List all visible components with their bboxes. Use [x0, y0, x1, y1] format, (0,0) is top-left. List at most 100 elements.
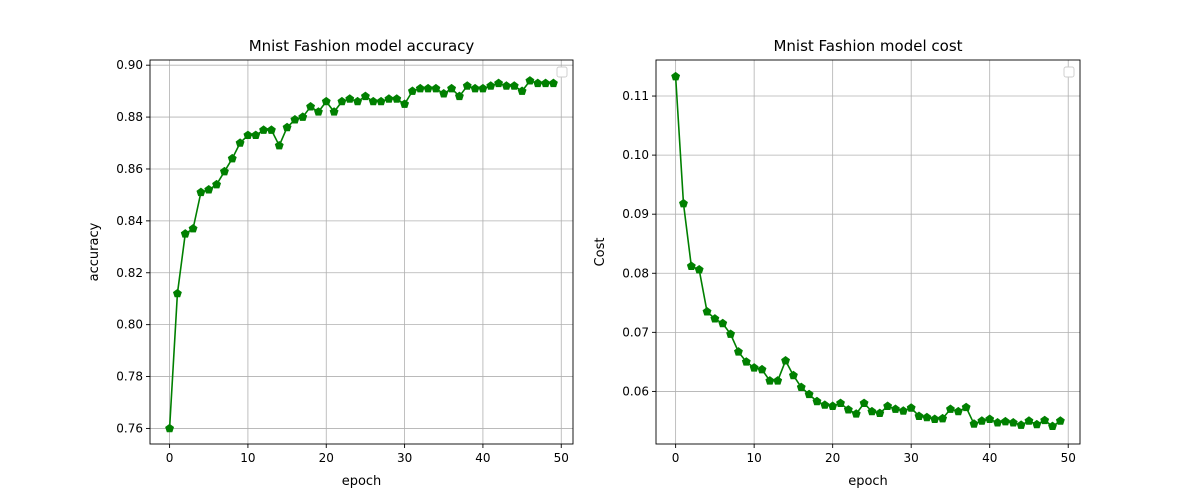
- data-point: [509, 81, 519, 90]
- data-point: [431, 83, 441, 93]
- data-point: [517, 86, 527, 95]
- data-point: [867, 406, 877, 416]
- data-point: [1016, 420, 1026, 429]
- data-point: [828, 401, 838, 410]
- data-point: [180, 229, 190, 238]
- data-point: [337, 96, 347, 106]
- x-tick-label: 20: [825, 451, 840, 465]
- x-tick-label: 50: [554, 451, 569, 465]
- y-tick-label: 0.86: [116, 162, 143, 176]
- y-tick-label: 0.11: [622, 89, 649, 103]
- y-tick-label: 0.07: [622, 325, 649, 339]
- data-point: [883, 401, 893, 410]
- data-point: [384, 94, 394, 103]
- accuracy-chart: 0 10 20 30 40 50 0.76 0.78 0.80 0.82 0.84 0.86 0.88 0…: [87, 37, 574, 489]
- data-point: [812, 396, 822, 406]
- y-tick-label: 0.10: [622, 148, 649, 162]
- data-point: [796, 382, 806, 392]
- data-point: [219, 166, 229, 176]
- data-point: [804, 389, 814, 399]
- data-point: [274, 140, 284, 150]
- data-point: [726, 329, 736, 338]
- data-point: [702, 306, 712, 316]
- legend: [556, 66, 568, 78]
- series-line: [674, 76, 1061, 428]
- y-tick-label: 0.88: [116, 110, 143, 124]
- data-point: [462, 81, 472, 90]
- data-point: [306, 102, 316, 111]
- data-point: [788, 370, 798, 380]
- y-tick-label: 0.09: [622, 207, 649, 221]
- data-point: [914, 411, 924, 421]
- data-point: [741, 357, 751, 366]
- data-point: [266, 125, 276, 134]
- data-point: [781, 356, 791, 365]
- x-axis-label: epoch: [848, 474, 888, 489]
- data-point: [533, 78, 543, 88]
- data-point: [439, 89, 449, 98]
- x-tick-label: 20: [319, 451, 334, 465]
- data-point: [494, 78, 504, 88]
- data-point: [196, 187, 206, 197]
- y-tick-label: 0.82: [116, 266, 143, 280]
- x-tick-label: 40: [475, 451, 490, 465]
- plot-frame: [149, 59, 574, 445]
- y-axis-label: Cost: [593, 238, 608, 267]
- data-point: [859, 398, 869, 408]
- data-point: [1008, 418, 1018, 427]
- data-point: [993, 418, 1003, 427]
- x-tick-label: 30: [904, 451, 919, 465]
- data-point: [165, 423, 175, 433]
- data-point: [298, 112, 308, 121]
- data-point: [188, 223, 198, 233]
- data-point: [1040, 415, 1050, 425]
- y-tick-label: 0.90: [116, 58, 143, 72]
- data-point: [313, 107, 323, 116]
- data-point: [360, 91, 370, 101]
- cost-chart: 0 10 20 30 40 50 0.06 0.07 0.08 0.09 0.10 0.11 Mnist…: [593, 37, 1081, 489]
- data-point: [541, 78, 551, 88]
- data-point: [969, 419, 979, 428]
- data-point: [251, 130, 261, 140]
- chart-title: Mnist Fashion model cost: [773, 37, 962, 55]
- data-point: [765, 376, 775, 385]
- y-axis-label: accuracy: [87, 222, 102, 281]
- y-tick-label: 0.84: [116, 214, 143, 228]
- data-point: [259, 125, 269, 134]
- data-point: [227, 153, 237, 163]
- data-point: [836, 398, 845, 408]
- data-point: [945, 404, 955, 413]
- data-point: [212, 179, 222, 189]
- data-point: [718, 318, 728, 328]
- data-point: [1024, 416, 1034, 425]
- data-point: [423, 83, 433, 93]
- data-point: [1055, 416, 1065, 425]
- y-tick-label: 0.08: [622, 266, 649, 280]
- data-point: [235, 138, 245, 147]
- data-point: [679, 198, 688, 208]
- data-point: [447, 83, 457, 93]
- data-point: [875, 408, 885, 418]
- data-point: [930, 414, 940, 423]
- plot-frame: [655, 59, 1081, 445]
- data-point: [820, 400, 830, 409]
- data-point: [321, 96, 331, 106]
- legend: [1063, 66, 1075, 78]
- data-point: [898, 406, 908, 415]
- data-point: [686, 261, 696, 270]
- x-tick-label: 10: [240, 451, 255, 465]
- x-tick-label: 30: [397, 451, 412, 465]
- data-point: [961, 402, 971, 412]
- data-point: [454, 91, 464, 101]
- data-point: [671, 71, 681, 81]
- data-point: [922, 412, 932, 422]
- data-point: [1048, 421, 1057, 431]
- data-point: [376, 96, 386, 106]
- data-point: [694, 265, 704, 274]
- data-point: [204, 185, 214, 194]
- data-point: [749, 363, 759, 372]
- data-point: [407, 86, 417, 95]
- data-point: [953, 406, 963, 416]
- data-point: [891, 404, 900, 413]
